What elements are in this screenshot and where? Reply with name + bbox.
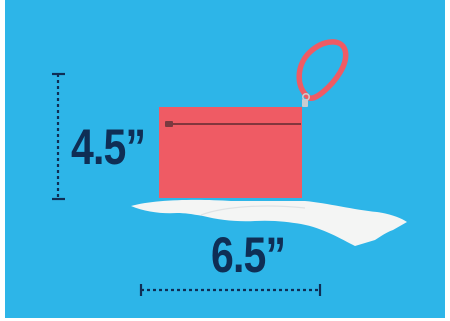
height-dimension-line xyxy=(52,72,65,201)
width-dimension-label: 6.5” xyxy=(211,227,286,283)
illustration-panel: 4.5” 6.5” xyxy=(5,0,445,318)
product-size-illustration xyxy=(52,39,407,296)
hand-icon xyxy=(131,199,407,246)
height-dimension-label: 4.5” xyxy=(71,119,146,175)
bag-strap xyxy=(296,39,349,107)
hand-fold-line xyxy=(200,205,306,216)
width-dimension-line xyxy=(139,284,322,296)
wristlet-bag-icon xyxy=(159,107,302,198)
